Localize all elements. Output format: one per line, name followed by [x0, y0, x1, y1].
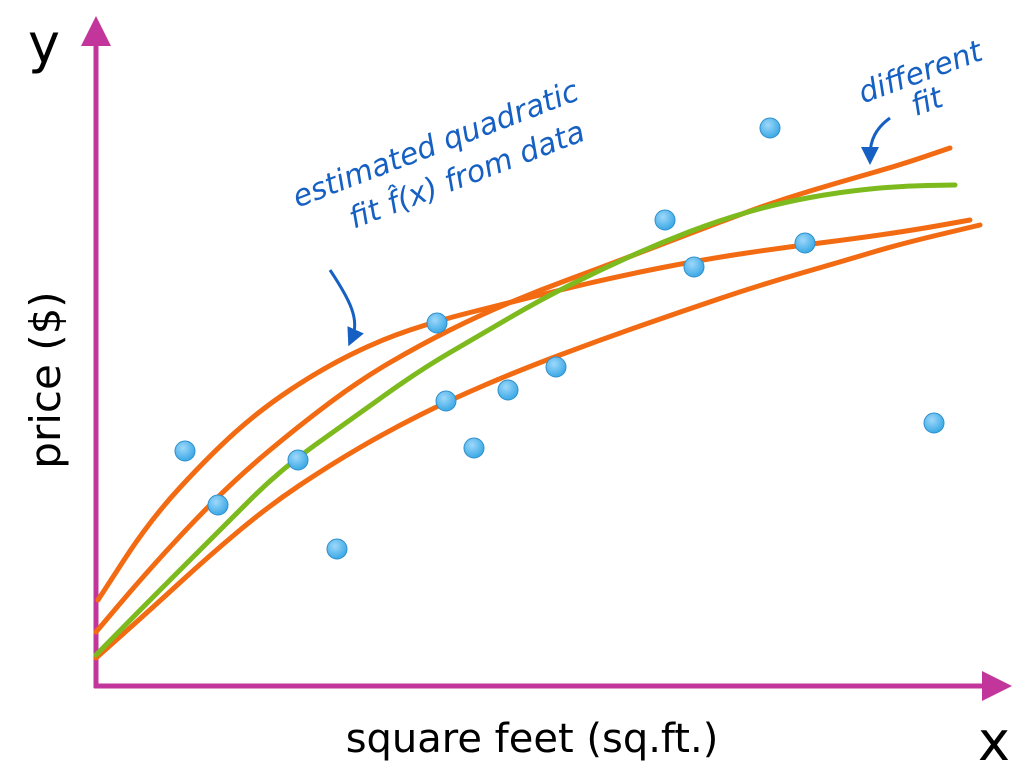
data-point-2 [207, 494, 229, 516]
orange-fit-curve-3 [93, 222, 983, 661]
data-point-13 [794, 232, 816, 254]
annotation-different-arrow [861, 116, 891, 165]
data-point-8 [497, 379, 519, 401]
data-point-10 [654, 209, 676, 231]
data-point-14 [923, 412, 945, 434]
orange-fit-curve-2 [93, 145, 953, 635]
data-point-5 [426, 312, 448, 334]
data-point-7 [463, 437, 485, 459]
data-point-1 [174, 440, 196, 462]
x-axis-label: square feet (sq.ft.) [346, 716, 719, 762]
data-point-12 [759, 117, 781, 139]
annotation-estimated-fit: estimated quadratic fit f̂(x) from data [288, 74, 590, 237]
fit-curves [93, 145, 983, 661]
annotation-different-fit: different fit [854, 34, 988, 124]
green-true-curve [93, 182, 958, 658]
data-point-4 [326, 538, 348, 560]
data-point-3 [287, 449, 309, 471]
y-axis-symbol: y [28, 12, 60, 75]
data-point-6 [435, 390, 457, 412]
x-axis-symbol: x [978, 710, 1010, 766]
annotation-estimated-arrow [328, 269, 364, 347]
y-axis-label: price ($) [21, 291, 70, 468]
orange-fit-curve-1 [95, 217, 973, 603]
data-point-9 [545, 356, 567, 378]
data-points [174, 117, 945, 560]
data-point-11 [683, 256, 705, 278]
